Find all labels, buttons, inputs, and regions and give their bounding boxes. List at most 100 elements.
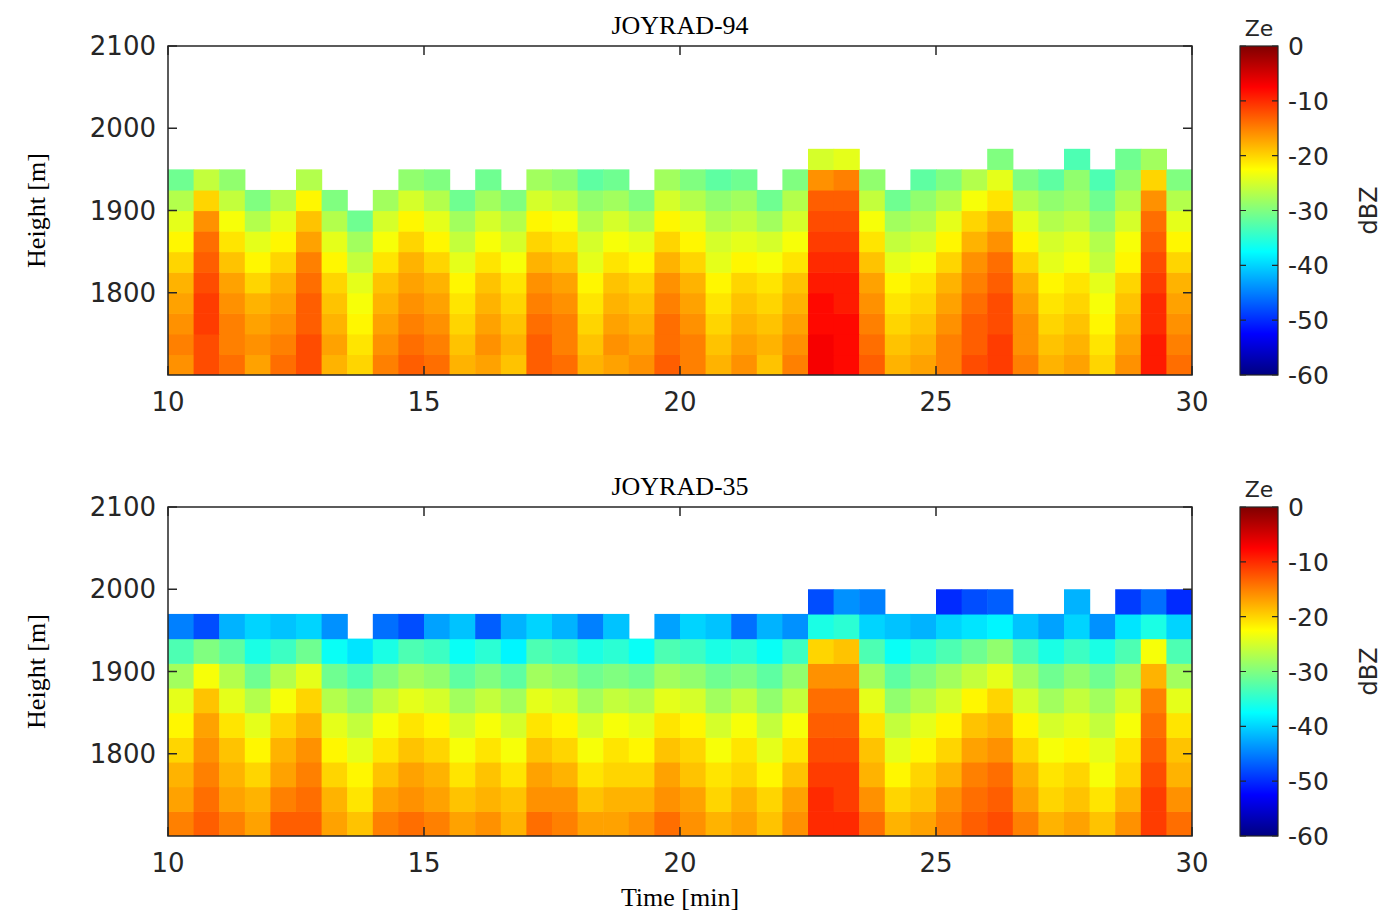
heatmap-cell [680, 354, 706, 375]
heatmap-cell [1064, 149, 1090, 170]
heatmap-cell [808, 787, 834, 812]
heatmap-cell [706, 354, 732, 375]
heatmap-cell [322, 614, 348, 639]
heatmap-cell [808, 334, 834, 355]
heatmap-cell [1115, 614, 1141, 639]
heatmap-cell [450, 293, 476, 314]
heatmap-cell [834, 334, 860, 355]
heatmap-cell [987, 334, 1013, 355]
colorbar-tick [1240, 320, 1278, 321]
heatmap-cell [296, 272, 322, 293]
heatmap-cell [552, 169, 578, 190]
heatmap-cell [885, 688, 911, 713]
heatmap-cell [731, 354, 757, 375]
heatmap-cell [245, 211, 271, 232]
heatmap-cell [936, 334, 962, 355]
heatmap-cell [347, 354, 373, 375]
heatmap-cell [962, 169, 988, 190]
heatmap-cell [1115, 293, 1141, 314]
heatmap-cell [936, 190, 962, 211]
heatmap-cell [808, 313, 834, 334]
heatmap-cell [859, 313, 885, 334]
heatmap-cell [808, 252, 834, 273]
heatmap-cell [859, 663, 885, 688]
heatmap-cell [347, 272, 373, 293]
heatmap-cell [834, 149, 860, 170]
heatmap-cell [424, 811, 450, 836]
heatmap-cell [859, 589, 885, 614]
heatmap-cell [501, 787, 527, 812]
heatmap-cell [1166, 252, 1192, 273]
heatmap-cell [808, 639, 834, 664]
heatmap-cell [1064, 737, 1090, 762]
heatmap-cell [373, 313, 399, 334]
heatmap-cell [1115, 231, 1141, 252]
heatmap-cell [219, 293, 245, 314]
heatmap-cell [1064, 614, 1090, 639]
heatmap-cell [987, 313, 1013, 334]
colorbar-tick-label: -20 [1288, 142, 1329, 171]
heatmap-cell [322, 688, 348, 713]
heatmap-cell [245, 252, 271, 273]
heatmap-cell [526, 737, 552, 762]
heatmap-cell [296, 713, 322, 738]
heatmap-cell [834, 293, 860, 314]
heatmap-cell [603, 252, 629, 273]
y-tick [168, 128, 1192, 130]
heatmap-cell [526, 614, 552, 639]
heatmap-cell [885, 614, 911, 639]
cells [168, 149, 1192, 375]
heatmap-cell [808, 688, 834, 713]
heatmap-cell [1090, 663, 1116, 688]
heatmap-cell [1115, 354, 1141, 375]
heatmap-cell [578, 354, 604, 375]
heatmap-cell [168, 334, 194, 355]
heatmap-cell [859, 737, 885, 762]
x-tick-label: 15 [407, 387, 440, 417]
heatmap-cell [1166, 811, 1192, 836]
heatmap-cell [322, 252, 348, 273]
heatmap-cell [808, 354, 834, 375]
heatmap-cell [1141, 231, 1167, 252]
heatmap-cell [322, 663, 348, 688]
heatmap-cell [910, 190, 936, 211]
heatmap-cell [706, 614, 732, 639]
heatmap-cell [1013, 762, 1039, 787]
heatmap-cell [757, 787, 783, 812]
x-tick-label: 10 [151, 848, 184, 878]
colorbar-tick-label: -10 [1288, 87, 1329, 116]
heatmap-cell [501, 354, 527, 375]
heatmap-cell [706, 737, 732, 762]
heatmap-cell [296, 688, 322, 713]
heatmap-cell [987, 169, 1013, 190]
heatmap-cell [629, 639, 655, 664]
heatmap-cell [782, 713, 808, 738]
heatmap-cell [1090, 313, 1116, 334]
heatmap-cell [219, 713, 245, 738]
heatmap-cell [194, 169, 220, 190]
heatmap-cell [424, 334, 450, 355]
heatmap-cell [706, 272, 732, 293]
heatmap-cell [1115, 639, 1141, 664]
heatmap-cell [680, 211, 706, 232]
heatmap-cell [962, 589, 988, 614]
heatmap-cell [398, 688, 424, 713]
heatmap-cell [501, 334, 527, 355]
heatmap-cell [296, 252, 322, 273]
heatmap-cell [910, 762, 936, 787]
heatmap-cell [322, 737, 348, 762]
heatmap-cell [296, 614, 322, 639]
heatmap-cell [834, 639, 860, 664]
heatmap-cell [245, 354, 271, 375]
heatmap-cell [910, 231, 936, 252]
plot-background [168, 507, 1192, 836]
heatmap-cell [654, 614, 680, 639]
heatmap-cell [1038, 252, 1064, 273]
heatmap-cell [731, 614, 757, 639]
heatmap-cell [757, 334, 783, 355]
heatmap-cell [654, 293, 680, 314]
heatmap-cell [1064, 334, 1090, 355]
heatmap-cell [936, 663, 962, 688]
heatmap-cell [834, 354, 860, 375]
colorbar-title: Ze [1245, 477, 1274, 502]
